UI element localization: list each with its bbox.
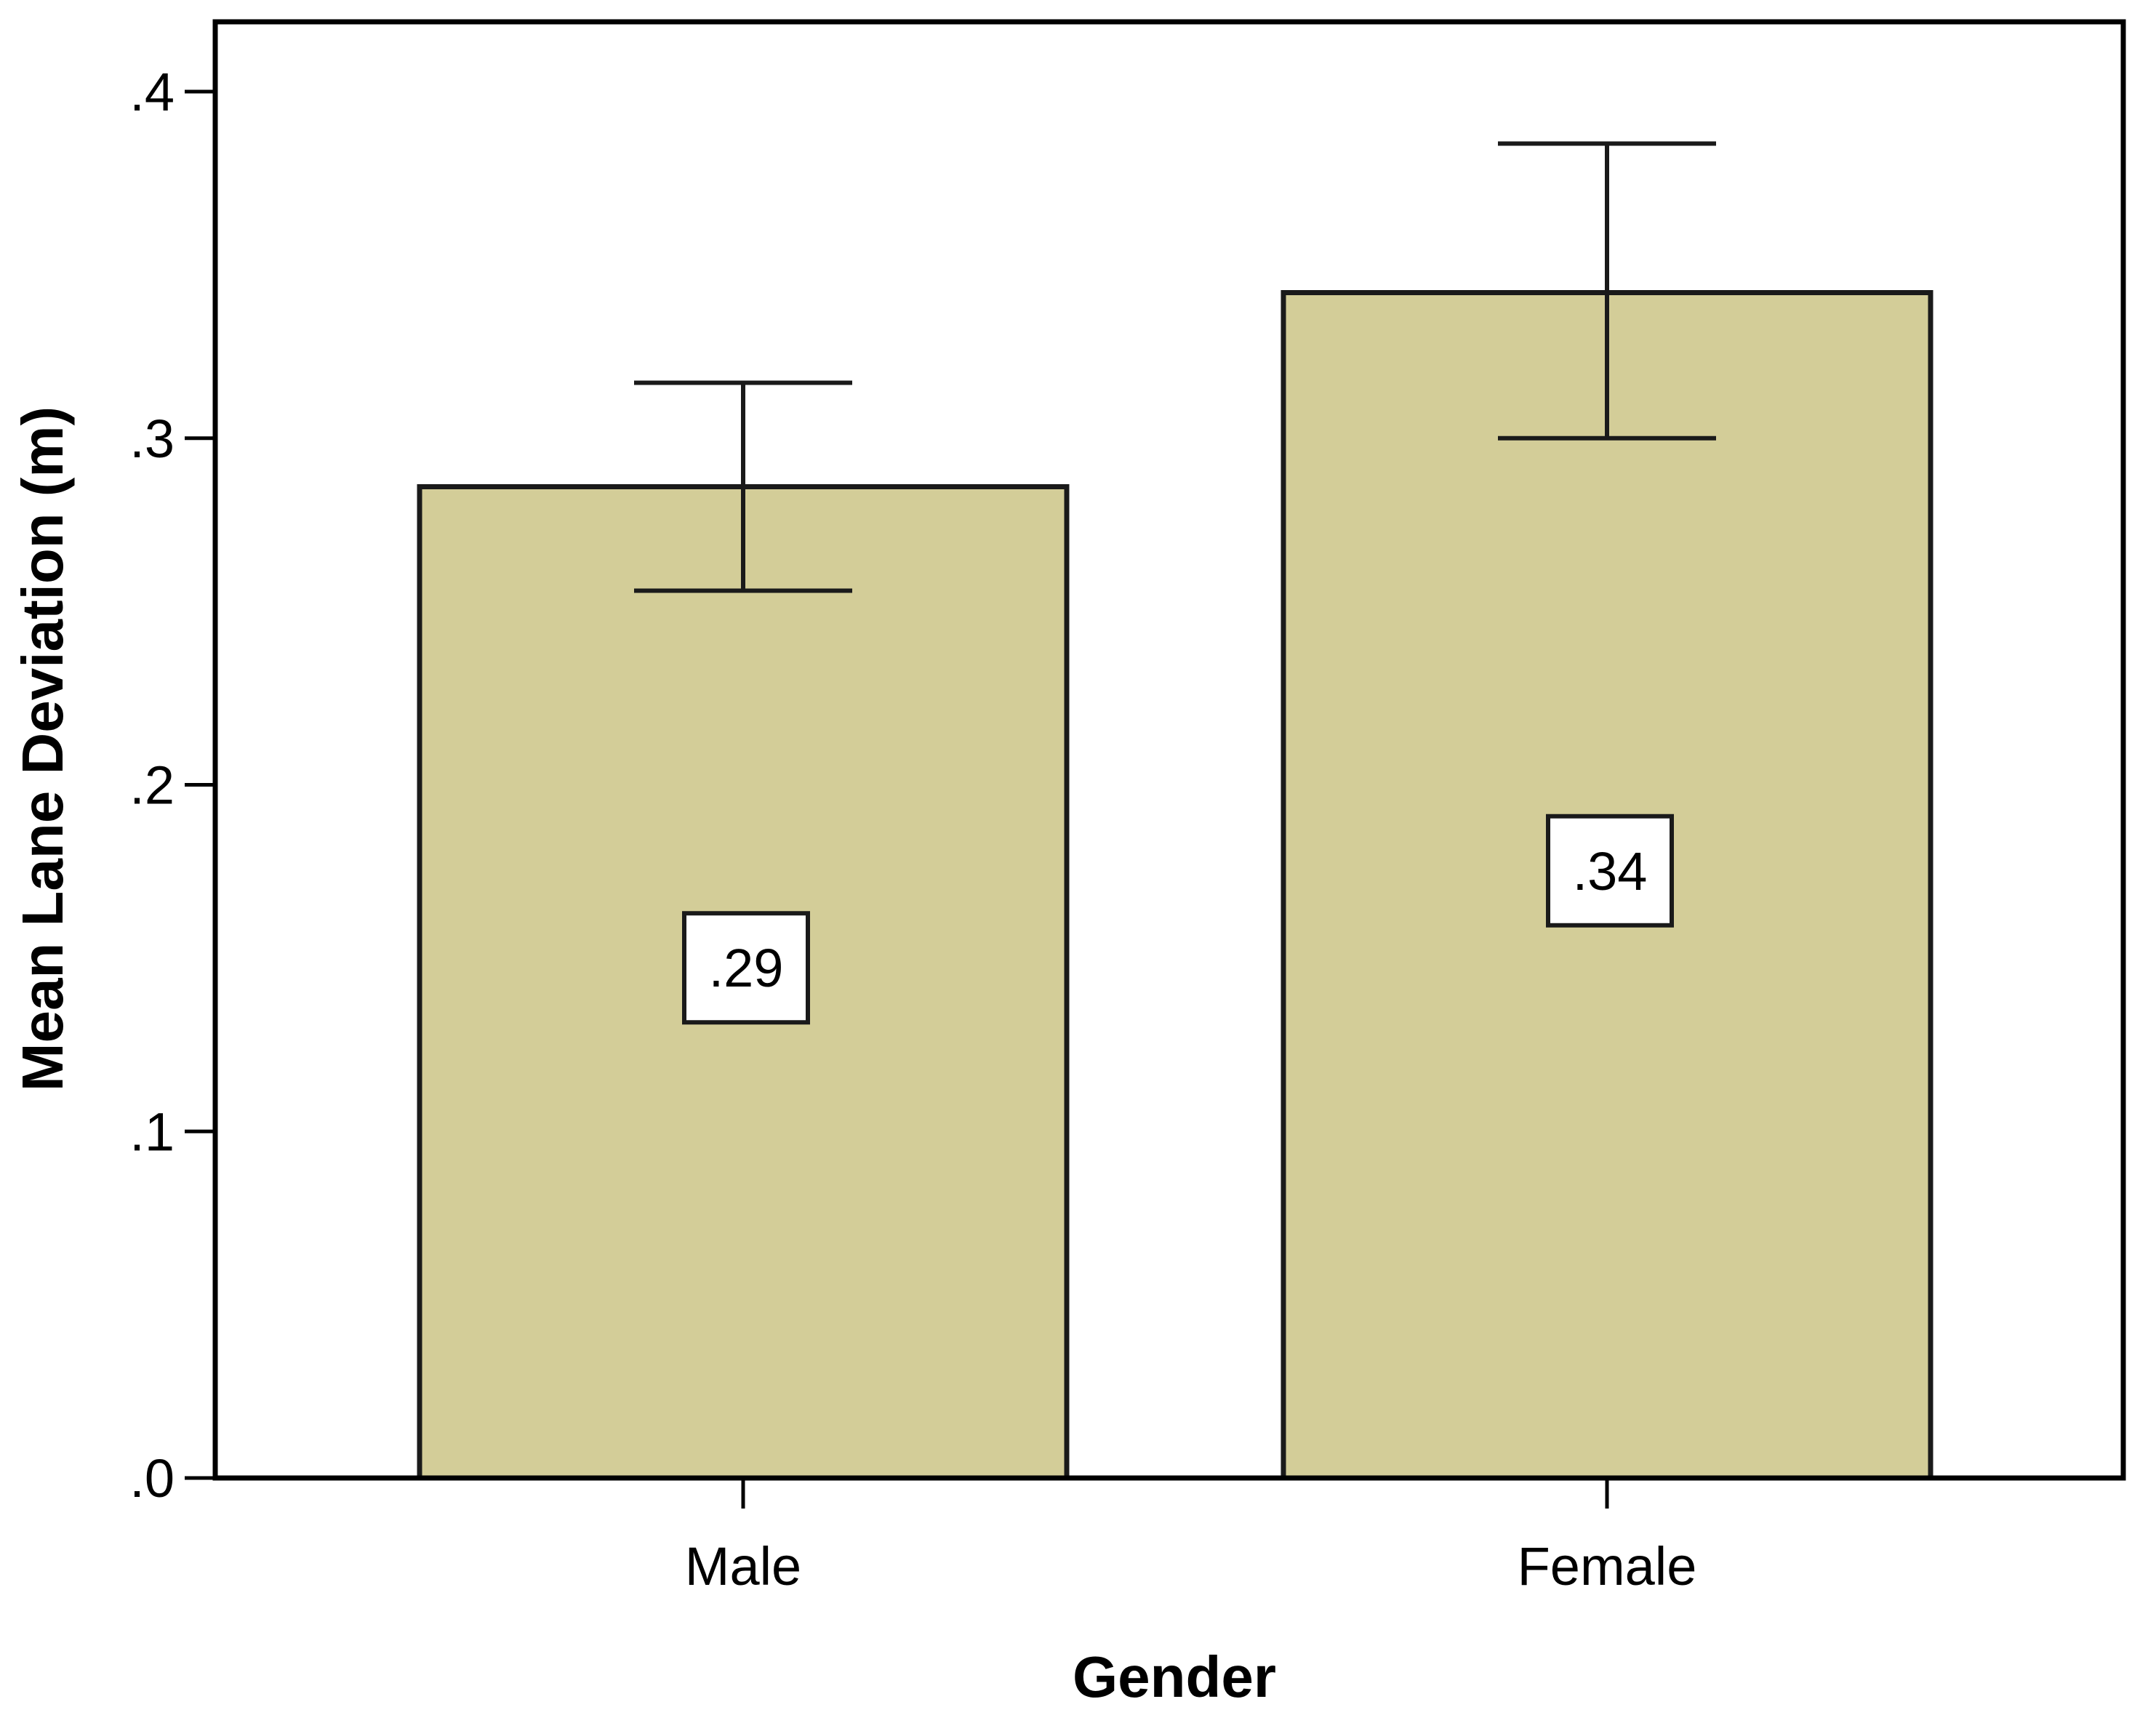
data-label-text: .34	[1573, 841, 1648, 901]
x-tick-label-male: Male	[685, 1536, 801, 1596]
y-tick-label: .0	[129, 1448, 175, 1509]
y-tick-label: .1	[129, 1101, 175, 1162]
data-label-box	[682, 911, 810, 1025]
y-tick-label: .4	[129, 62, 175, 122]
data-label-male: .29	[682, 911, 810, 1025]
y-tick-label: .2	[129, 755, 175, 816]
error-bar-female	[1498, 141, 1716, 441]
plot-frame	[212, 19, 2126, 1481]
error-bar-male	[634, 380, 852, 593]
y-axis-title: Mean Lane Deviation (m)	[10, 406, 75, 1091]
data-label-female: .34	[1546, 814, 1674, 928]
data-label-text: .29	[709, 938, 784, 998]
y-tick-label: .3	[129, 409, 175, 469]
data-label-box	[1546, 814, 1674, 928]
x-axis-title: Gender	[1073, 1644, 1276, 1709]
x-tick-label-female: Female	[1518, 1536, 1697, 1596]
